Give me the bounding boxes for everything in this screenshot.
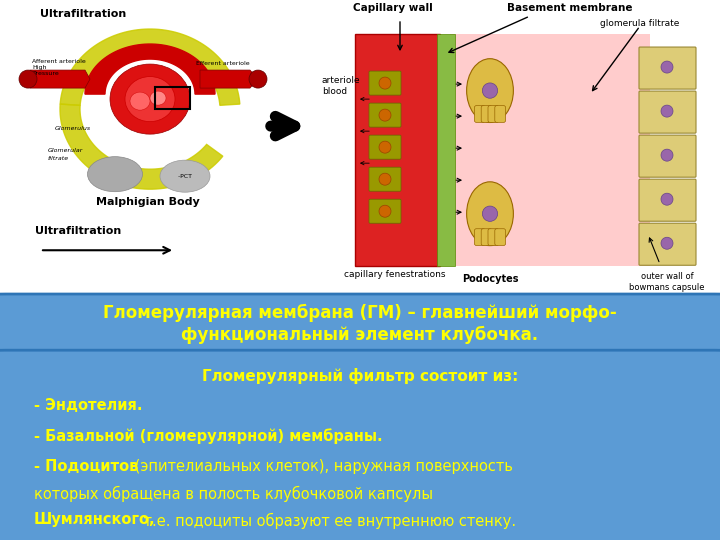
- Text: Гломерулярная мембрана (ГМ) – главнейший морфо-
функциональный элемент клубочка.: Гломерулярная мембрана (ГМ) – главнейший…: [103, 303, 617, 344]
- Text: blood: blood: [322, 87, 347, 96]
- FancyBboxPatch shape: [481, 106, 492, 123]
- Text: Afferent arteriole: Afferent arteriole: [32, 59, 86, 64]
- FancyBboxPatch shape: [369, 167, 401, 191]
- FancyBboxPatch shape: [495, 229, 505, 246]
- FancyBboxPatch shape: [639, 179, 696, 221]
- Text: т.е. подоциты образуют ее внутреннюю стенку.: т.е. подоциты образуют ее внутреннюю сте…: [139, 512, 516, 529]
- FancyBboxPatch shape: [495, 106, 505, 123]
- Polygon shape: [60, 29, 240, 105]
- Text: Гломерулярный фильтр состоит из:: Гломерулярный фильтр состоит из:: [202, 368, 518, 384]
- FancyBboxPatch shape: [0, 350, 720, 540]
- Text: которых обращена в полость клубочковой капсулы: которых обращена в полость клубочковой к…: [34, 485, 433, 502]
- FancyBboxPatch shape: [488, 106, 499, 123]
- Text: Basement membrane: Basement membrane: [508, 3, 633, 13]
- Text: Шумлянского,: Шумлянского,: [34, 512, 156, 528]
- Text: Ultrafiltration: Ultrafiltration: [40, 9, 126, 19]
- Circle shape: [482, 206, 498, 221]
- Text: - Базальной (гломерулярной) мембраны.: - Базальной (гломерулярной) мембраны.: [34, 429, 383, 444]
- FancyBboxPatch shape: [639, 91, 696, 133]
- Text: Pressure: Pressure: [32, 71, 59, 76]
- Text: Podocytes: Podocytes: [462, 274, 518, 284]
- Circle shape: [482, 83, 498, 98]
- Circle shape: [19, 70, 37, 88]
- Text: Efferent arteriole: Efferent arteriole: [196, 61, 250, 66]
- Text: filtrate: filtrate: [48, 156, 69, 161]
- FancyBboxPatch shape: [639, 223, 696, 265]
- FancyBboxPatch shape: [639, 135, 696, 177]
- FancyBboxPatch shape: [481, 229, 492, 246]
- Polygon shape: [85, 44, 215, 94]
- FancyBboxPatch shape: [474, 229, 485, 246]
- Text: Malphigian Body: Malphigian Body: [96, 197, 200, 207]
- FancyArrow shape: [30, 70, 90, 88]
- Ellipse shape: [130, 92, 150, 110]
- Ellipse shape: [467, 182, 513, 246]
- Ellipse shape: [110, 64, 190, 134]
- Circle shape: [379, 77, 391, 89]
- Circle shape: [661, 237, 673, 249]
- Text: High: High: [32, 65, 47, 70]
- Text: - Эндотелия.: - Эндотелия.: [34, 399, 143, 413]
- Text: Glomerular: Glomerular: [48, 148, 84, 153]
- Bar: [355, 34, 440, 266]
- Circle shape: [379, 173, 391, 185]
- Circle shape: [379, 205, 391, 217]
- Circle shape: [661, 105, 673, 117]
- FancyBboxPatch shape: [488, 229, 499, 246]
- Bar: [155, 87, 190, 109]
- Text: outer wall of
bowmans capsule: outer wall of bowmans capsule: [629, 272, 705, 292]
- FancyBboxPatch shape: [369, 135, 401, 159]
- Circle shape: [379, 141, 391, 153]
- Bar: [437, 34, 455, 266]
- Text: - Подоцитов: - Подоцитов: [34, 459, 138, 474]
- Polygon shape: [60, 104, 222, 189]
- FancyBboxPatch shape: [639, 47, 696, 89]
- Circle shape: [661, 61, 673, 73]
- Text: glomerula filtrate: glomerula filtrate: [600, 19, 680, 28]
- FancyArrow shape: [200, 70, 258, 88]
- FancyBboxPatch shape: [0, 294, 720, 360]
- Text: arteriole: arteriole: [322, 76, 361, 85]
- Text: –PCT: –PCT: [178, 174, 193, 179]
- Ellipse shape: [160, 160, 210, 192]
- Ellipse shape: [467, 59, 513, 123]
- FancyBboxPatch shape: [474, 106, 485, 123]
- Text: Capillary wall: Capillary wall: [353, 3, 433, 13]
- Text: Ultrafiltration: Ultrafiltration: [35, 226, 121, 236]
- Bar: [450, 34, 650, 266]
- Ellipse shape: [150, 91, 166, 105]
- Text: Glomerulus: Glomerulus: [55, 126, 91, 131]
- Ellipse shape: [88, 157, 143, 192]
- Text: (эпителиальных клеток), наружная поверхность: (эпителиальных клеток), наружная поверхн…: [130, 459, 513, 474]
- Circle shape: [661, 149, 673, 161]
- FancyBboxPatch shape: [369, 199, 401, 223]
- FancyBboxPatch shape: [369, 71, 401, 95]
- Circle shape: [379, 109, 391, 121]
- FancyBboxPatch shape: [369, 103, 401, 127]
- Circle shape: [661, 193, 673, 205]
- Circle shape: [249, 70, 267, 88]
- Text: capillary fenestrations: capillary fenestrations: [344, 271, 446, 279]
- Ellipse shape: [125, 77, 175, 122]
